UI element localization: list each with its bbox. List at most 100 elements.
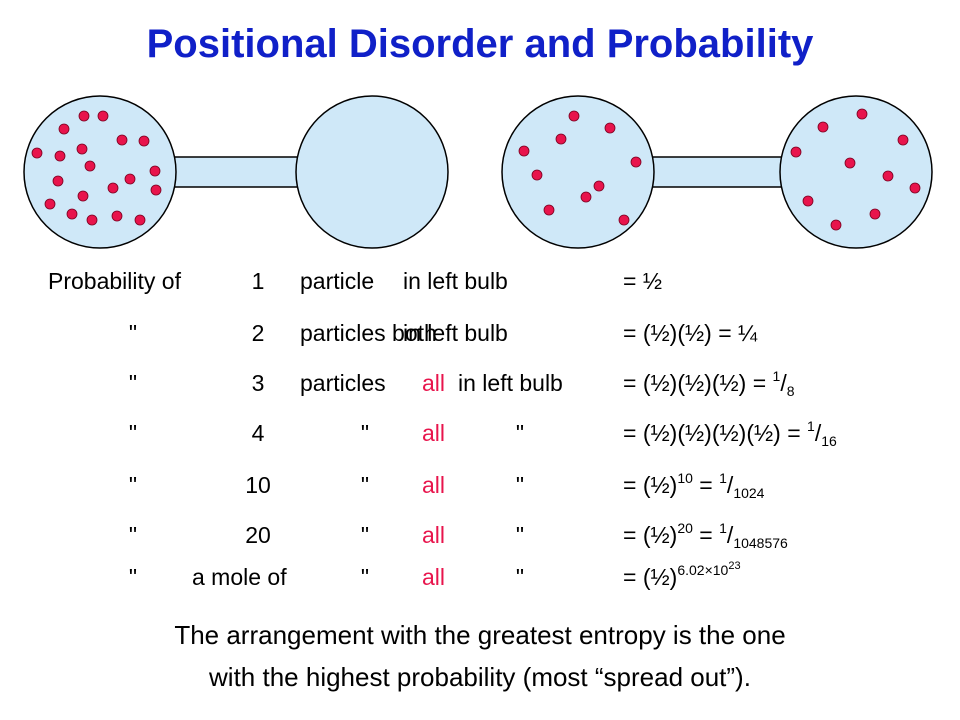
cell-d: in left bulb xyxy=(403,268,508,294)
eq-text: = (½)(½) = ¼ xyxy=(623,320,758,346)
cell-n: 3 xyxy=(251,370,265,396)
page-title: Positional Disorder and Probability xyxy=(146,22,814,66)
particle-dot xyxy=(149,165,161,177)
fraction-denominator: 1024 xyxy=(733,485,765,501)
cell-b: particle xyxy=(300,268,375,294)
table-row: " 10 " all " = (½)10 = 1/1024 xyxy=(0,470,960,506)
particle-dot xyxy=(44,198,56,210)
eq-text: = (½) xyxy=(623,472,678,498)
particle-dot xyxy=(580,191,592,203)
particle-dot xyxy=(116,134,128,146)
particle-dot xyxy=(31,147,43,159)
cell-c: all xyxy=(422,370,446,396)
right-apparatus-right-bulb xyxy=(779,95,933,249)
cell-b: " xyxy=(360,420,370,446)
right-apparatus-left-bulb xyxy=(501,95,655,249)
left-connector-tube xyxy=(169,156,306,188)
cell-eq: = (½)(½)(½)(½) = 1/16 xyxy=(623,418,837,449)
particle-dot xyxy=(58,123,70,135)
particle-dot xyxy=(844,157,856,169)
cell-c: all xyxy=(422,472,446,498)
cell-c: all xyxy=(422,420,446,446)
conclusion-line-2: with the highest probability (most “spre… xyxy=(209,662,751,692)
cell-a: Probability of xyxy=(48,268,181,294)
particle-dot xyxy=(134,214,146,226)
particle-dot xyxy=(531,169,543,181)
cell-c: all xyxy=(422,564,446,590)
particle-dot xyxy=(856,108,868,120)
particle-dot xyxy=(909,182,921,194)
cell-n: a mole of xyxy=(192,564,287,590)
table-row: " 2 particles both in left bulb = (½)(½) = ¼ xyxy=(0,320,960,354)
eq-text: = (½) xyxy=(623,522,678,548)
conclusion-line-1: The arrangement with the greatest entrop… xyxy=(174,620,786,650)
cell-a: " xyxy=(128,370,138,396)
eq-exponent-power: 23 xyxy=(728,560,741,572)
fraction-denominator: 16 xyxy=(821,433,837,449)
eq-exponent: 20 xyxy=(677,520,693,536)
particle-dot xyxy=(77,190,89,202)
cell-d: " xyxy=(515,564,525,590)
fraction-numerator: 1 xyxy=(807,418,815,434)
cell-a: " xyxy=(128,522,138,548)
eq-tail: = xyxy=(692,472,713,498)
particle-dot xyxy=(111,210,123,222)
cell-a: " xyxy=(128,420,138,446)
cell-n: 20 xyxy=(245,522,271,548)
eq-fraction: 1/8 xyxy=(773,369,795,398)
cell-eq: = (½)10 = 1/1024 xyxy=(623,470,765,501)
fraction-slash: / xyxy=(726,472,734,498)
particle-dot xyxy=(52,175,64,187)
cell-d: " xyxy=(515,522,525,548)
particle-dot xyxy=(124,173,136,185)
eq-text: = (½)(½)(½) = xyxy=(623,370,767,396)
cell-n: 1 xyxy=(251,268,265,294)
particle-dot xyxy=(54,150,66,162)
particle-dot xyxy=(802,195,814,207)
cell-a: " xyxy=(128,320,138,346)
particle-dot xyxy=(790,146,802,158)
cell-a: " xyxy=(128,472,138,498)
particle-dot xyxy=(568,110,580,122)
left-apparatus-right-bulb xyxy=(295,95,449,249)
particle-dot xyxy=(107,182,119,194)
particle-dot xyxy=(76,143,88,155)
cell-b: particles xyxy=(300,370,386,396)
table-row: " 4 " all " = (½)(½)(½)(½) = 1/16 xyxy=(0,418,960,454)
table-row: Probability of 1 particle in left bulb = ½ xyxy=(0,268,960,302)
particle-dot xyxy=(543,204,555,216)
fraction-slash: / xyxy=(780,370,787,396)
eq-exponent: 6.02×10 xyxy=(677,562,729,578)
cell-b: " xyxy=(360,564,370,590)
fraction-slash: / xyxy=(726,522,734,548)
particle-dot xyxy=(97,110,109,122)
fraction-slash: / xyxy=(814,420,822,446)
eq-fraction: 1/1024 xyxy=(719,470,765,501)
table-row: " a mole of " all " = (½)6.02×1023 xyxy=(0,561,960,598)
right-apparatus xyxy=(501,95,933,249)
cell-eq: = (½)6.02×1023 xyxy=(623,561,741,591)
cell-n: 10 xyxy=(245,472,271,498)
particle-dot xyxy=(66,208,78,220)
particle-dot xyxy=(555,133,567,145)
particle-dot xyxy=(84,160,96,172)
cell-c: all xyxy=(422,522,446,548)
particle-dot xyxy=(817,121,829,133)
fraction-numerator: 1 xyxy=(719,470,727,486)
bulbs-diagram xyxy=(23,95,933,249)
cell-b: " xyxy=(360,522,370,548)
eq-exponent: 10 xyxy=(677,470,693,486)
cell-b: particles both xyxy=(300,320,437,346)
cell-a: " xyxy=(128,564,138,590)
particle-dot xyxy=(618,214,630,226)
particle-dot xyxy=(630,156,642,168)
eq-text: = (½) xyxy=(623,564,678,590)
eq-fraction: 1/16 xyxy=(807,418,837,449)
cell-eq: = (½)(½) = ¼ xyxy=(623,320,757,347)
particle-dot xyxy=(138,135,150,147)
particle-dot xyxy=(830,219,842,231)
fraction-denominator: 1048576 xyxy=(733,535,788,551)
conclusion: The arrangement with the greatest entrop… xyxy=(0,614,960,698)
cell-d: " xyxy=(515,472,525,498)
cell-n: 2 xyxy=(251,320,265,346)
